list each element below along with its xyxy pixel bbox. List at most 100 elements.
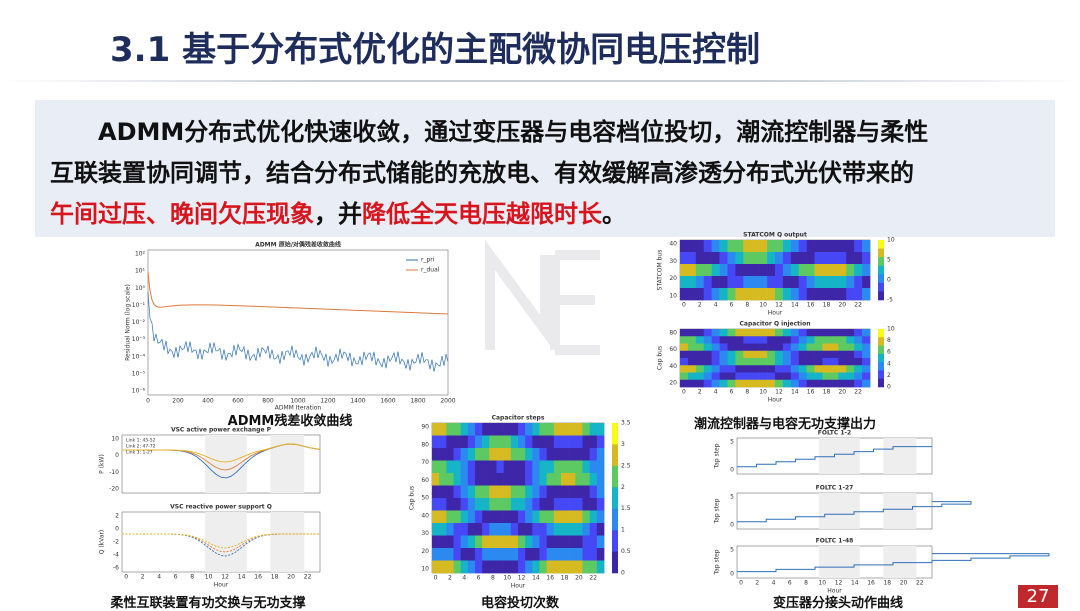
- heat-cell: [546, 535, 555, 549]
- heat-cell: [525, 473, 533, 486]
- heat-cell: [854, 343, 863, 352]
- heat-cell: [582, 473, 590, 486]
- colorbar: [878, 362, 884, 371]
- plot-title: FOLTC 1-2: [818, 430, 851, 437]
- heat-cell: [790, 329, 800, 337]
- heat-cell: [846, 350, 855, 359]
- heat-cell: [806, 358, 815, 366]
- heat-cell: [767, 365, 776, 373]
- heat-cell: [798, 336, 807, 344]
- heat-cell: [582, 460, 590, 474]
- y-tick-label: 2: [115, 513, 119, 520]
- heat-cell: [446, 510, 454, 524]
- heat-cell: [751, 350, 760, 359]
- heat-cell: [751, 264, 760, 277]
- heat-cell: [568, 423, 576, 436]
- heat-cell: [806, 329, 815, 337]
- heat-cell: [453, 485, 461, 499]
- heat-cell: [838, 372, 847, 381]
- x-tick-label: 0: [434, 575, 438, 582]
- heat-cell: [790, 372, 800, 381]
- heat-cell: [830, 264, 839, 277]
- x-tick-label: 20: [900, 580, 908, 587]
- heat-cell: [782, 372, 792, 381]
- heat-cell: [798, 288, 807, 301]
- colorbar-label: 0: [621, 570, 625, 577]
- heat-cell: [822, 252, 831, 265]
- y-tick-label: 40: [669, 241, 677, 248]
- x-tick-label: 8: [491, 575, 495, 582]
- heat-cell: [482, 460, 490, 474]
- heat-cell: [460, 523, 469, 536]
- x-tick-label: 4: [714, 302, 718, 309]
- heat-cell: [838, 379, 847, 388]
- heat-cell: [727, 264, 736, 277]
- heat-cell: [775, 240, 784, 253]
- y-tick-label: 0: [730, 467, 734, 474]
- heat-cell: [589, 535, 598, 549]
- heat-cell: [775, 288, 784, 301]
- heat-cell: [806, 379, 815, 388]
- heat-cell: [589, 498, 598, 511]
- colorbar-label: 3.5: [621, 420, 631, 427]
- heat-cell: [503, 498, 512, 511]
- heat-cell: [568, 473, 576, 486]
- heat-cell: [687, 350, 697, 359]
- colorbar-label: 0: [887, 277, 891, 284]
- heat-cell: [596, 548, 605, 561]
- heat-cell: [467, 510, 476, 524]
- heat-cell: [830, 276, 839, 289]
- heat-cell: [446, 560, 454, 574]
- heat-cell: [735, 264, 744, 277]
- heat-cell: [446, 535, 454, 549]
- watermark: [485, 239, 600, 355]
- x-tick-label: 600: [232, 398, 244, 405]
- heat-cell: [751, 329, 760, 337]
- x-tick-label: 18: [883, 580, 891, 587]
- heat-cell: [782, 365, 792, 373]
- heat-cell: [759, 372, 768, 381]
- heat-cell: [510, 485, 519, 499]
- heat-cell: [568, 548, 576, 561]
- colorbar-label: 1: [621, 527, 625, 534]
- heat-cell: [510, 423, 519, 436]
- heat-cell: [838, 365, 847, 373]
- heat-cell: [546, 460, 555, 474]
- heat-cell: [460, 460, 469, 474]
- x-tick-label: 6: [730, 389, 734, 396]
- heat-cell: [719, 343, 728, 352]
- heat-cell: [568, 535, 576, 549]
- heat-cell: [460, 510, 469, 524]
- heat-cell: [767, 329, 776, 337]
- x-tick-label: 16: [254, 574, 262, 581]
- heat-cell: [719, 379, 728, 388]
- y-tick-label: 30: [669, 258, 677, 265]
- heat-cell: [532, 460, 540, 474]
- heat-cell: [790, 240, 800, 253]
- heat-cell: [711, 336, 720, 344]
- heat-cell: [727, 365, 736, 373]
- heat-cell: [525, 548, 533, 561]
- y-tick-label: 80: [669, 330, 677, 337]
- x-tick-label: 16: [546, 575, 554, 582]
- heat-cell: [582, 523, 590, 536]
- caption: 柔性互联装置有功交换与无功支撑: [110, 596, 306, 611]
- x-tick-label: 1000: [290, 398, 305, 405]
- heat-cell: [475, 448, 483, 461]
- x-tick-label: 22: [589, 575, 597, 582]
- heat-cell: [798, 372, 807, 381]
- heat-cell: [790, 365, 800, 373]
- heat-cell: [695, 240, 705, 253]
- heat-cell: [553, 435, 562, 449]
- heat-cell: [806, 288, 815, 301]
- heat-cell: [719, 329, 728, 337]
- heat-cell: [806, 336, 815, 344]
- heat-cell: [561, 435, 569, 449]
- heat-cell: [518, 535, 526, 549]
- heat-cell: [475, 460, 483, 474]
- heat-cell: [687, 343, 697, 352]
- x-tick-label: 2000: [440, 398, 455, 405]
- y-tick-label: 70: [421, 459, 429, 466]
- y-axis-label: Cap bus: [657, 346, 664, 370]
